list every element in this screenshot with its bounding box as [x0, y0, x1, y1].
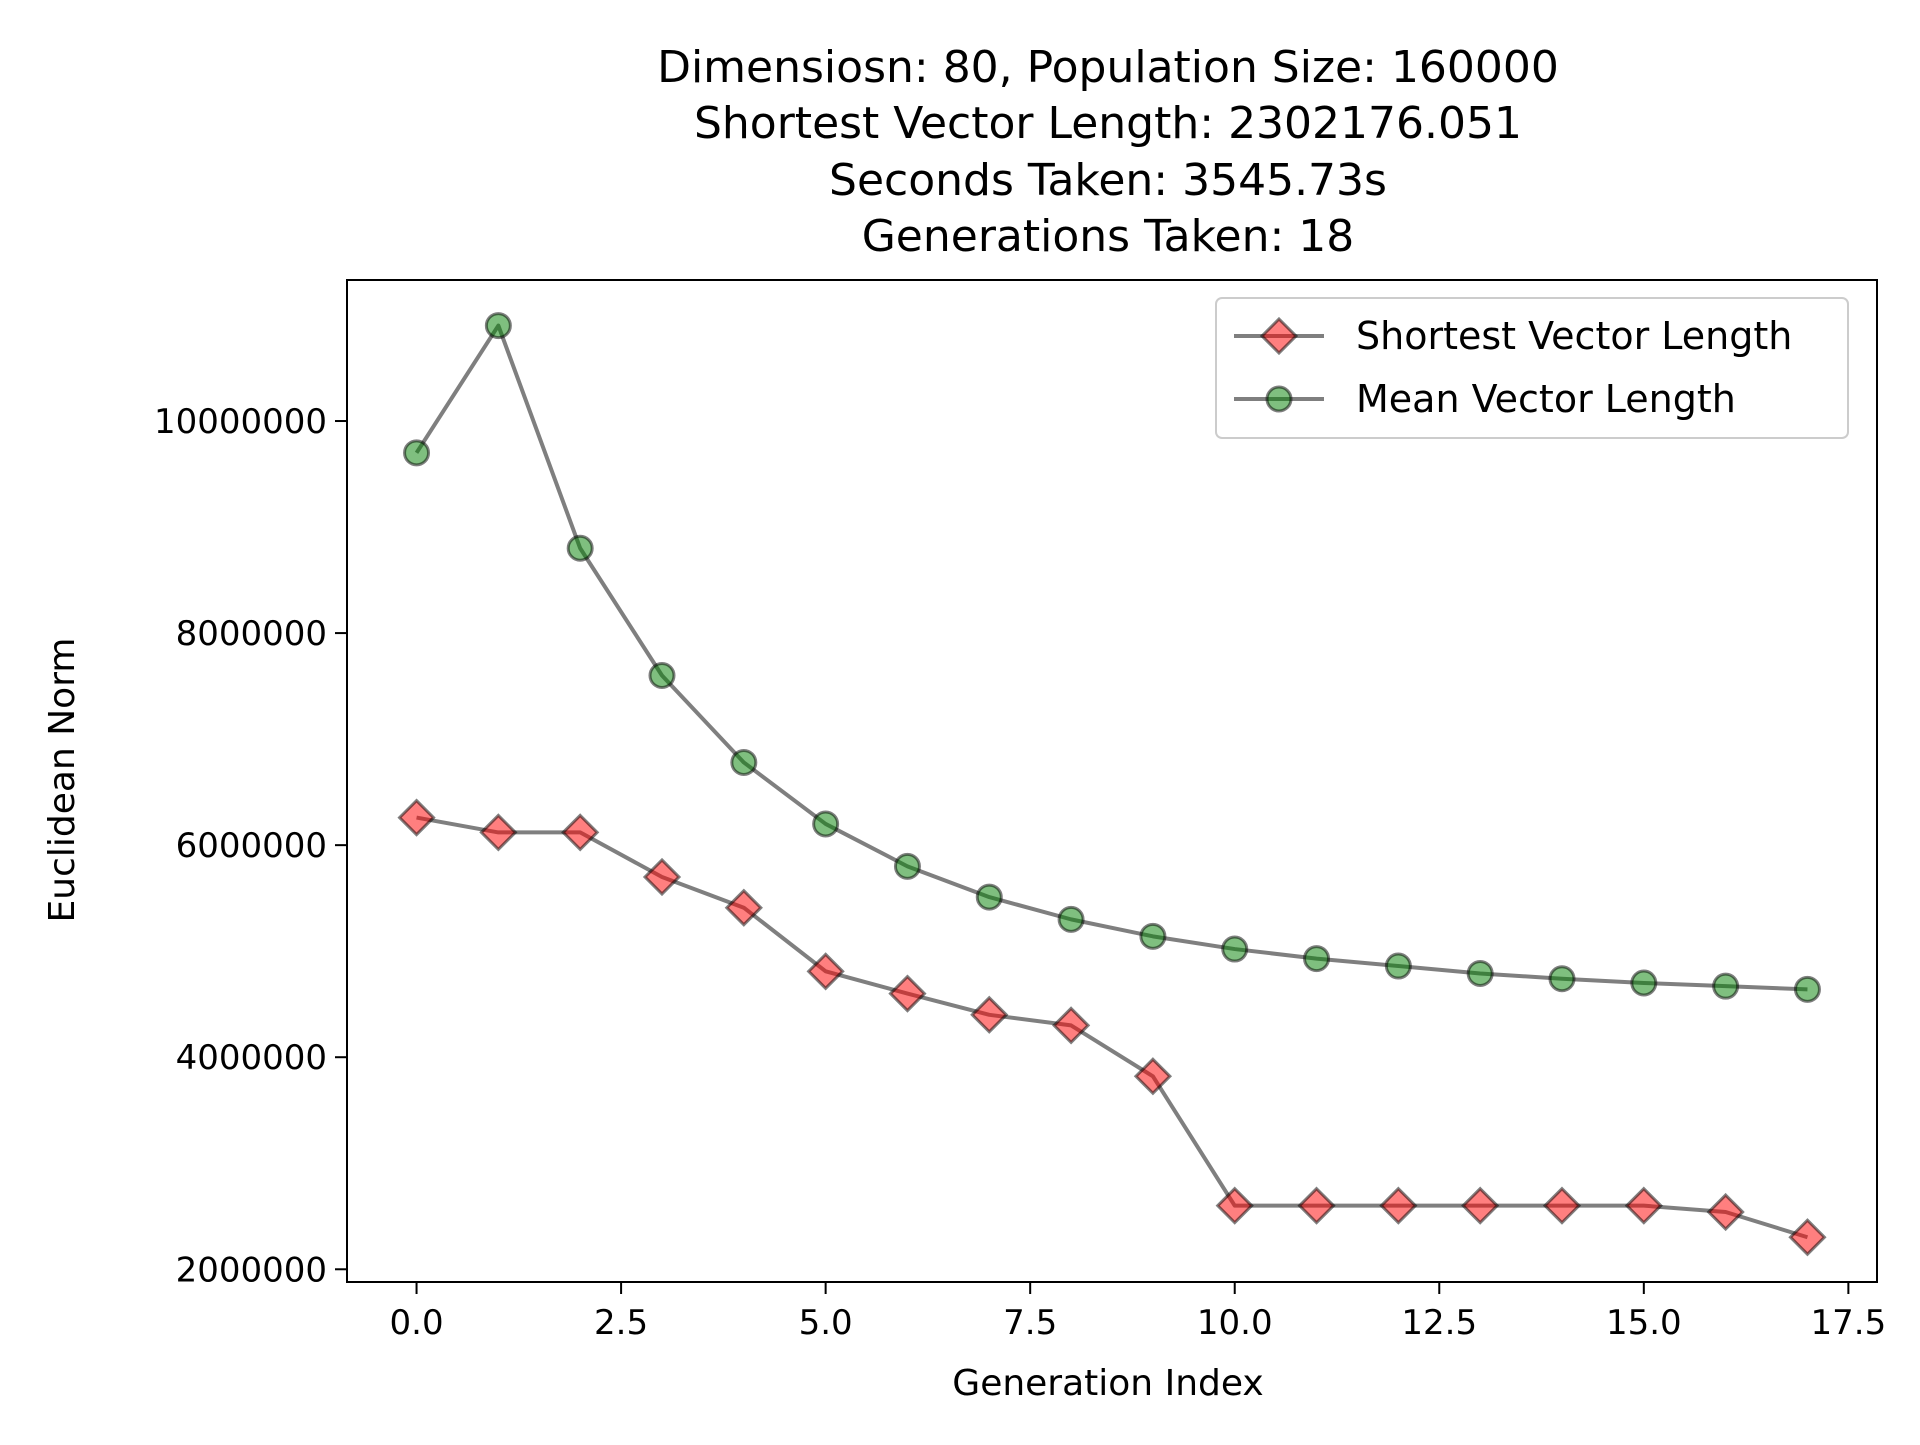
data-point-mean-vector-length	[403, 439, 431, 467]
data-point-shortest-vector-length	[888, 974, 927, 1013]
data-point-mean-vector-length	[1548, 965, 1576, 993]
series-layer	[397, 312, 1827, 1257]
data-point-shortest-vector-length	[1624, 1186, 1663, 1225]
data-point-shortest-vector-length	[561, 813, 600, 852]
data-point-shortest-vector-length	[1215, 1186, 1254, 1225]
data-point-shortest-vector-length	[1706, 1192, 1745, 1232]
data-point-shortest-vector-length	[1788, 1218, 1827, 1257]
y-tick-label: 2000000	[176, 1250, 327, 1290]
data-point-shortest-vector-length	[397, 798, 436, 837]
x-tick-label: 15.0	[1606, 1303, 1682, 1343]
data-point-mean-vector-length	[1384, 952, 1412, 980]
x-tick-label: 7.5	[1003, 1303, 1057, 1343]
data-point-mean-vector-length	[1221, 935, 1249, 963]
data-point-mean-vector-length	[1793, 975, 1821, 1003]
series-shortest-vector-length	[397, 798, 1827, 1257]
legend-marker	[1265, 385, 1293, 413]
data-point-mean-vector-length	[1139, 922, 1167, 950]
series-mean-vector-length	[403, 312, 1821, 1003]
x-axis-label: Generation Index	[952, 1363, 1263, 1404]
legend-entry-shortest-vector-length: Shortest Vector Length	[1234, 314, 1792, 358]
plot-area-frame	[346, 279, 1878, 1283]
y-tick-label: 10000000	[154, 402, 327, 442]
data-point-shortest-vector-length	[1379, 1186, 1418, 1225]
legend-label: Mean Vector Length	[1356, 377, 1736, 421]
title-line-1: Dimensiosn: 80, Population Size: 160000	[657, 42, 1559, 93]
data-point-mean-vector-length	[1466, 959, 1494, 987]
y-axis-label: Euclidean Norm	[42, 638, 83, 923]
data-point-shortest-vector-length	[724, 888, 763, 927]
series-line-mean-vector-length	[414, 323, 1808, 992]
data-point-mean-vector-length	[730, 748, 758, 776]
y-tick-label: 6000000	[176, 826, 327, 866]
x-tick-label: 0.0	[390, 1303, 444, 1343]
legend-entry-mean-vector-length: Mean Vector Length	[1234, 377, 1736, 421]
x-tick-label: 2.5	[594, 1303, 648, 1343]
y-tick-label: 8000000	[176, 614, 327, 654]
x-tick-label: 12.5	[1401, 1303, 1477, 1343]
data-point-mean-vector-length	[1057, 905, 1085, 933]
y-axis-ticks: 2000000 4000000 6000000 8000000 10000000	[154, 402, 347, 1290]
data-point-mean-vector-length	[1630, 969, 1658, 997]
data-point-shortest-vector-length	[1051, 1006, 1091, 1045]
data-point-mean-vector-length	[648, 661, 676, 689]
data-point-shortest-vector-length	[1133, 1057, 1173, 1096]
data-point-shortest-vector-length	[479, 813, 518, 852]
legend: Shortest Vector Length Mean Vector Length	[1215, 297, 1849, 439]
x-tick-label: 5.0	[799, 1303, 853, 1343]
data-point-shortest-vector-length	[1542, 1186, 1582, 1225]
legend-marker	[1259, 316, 1299, 356]
title-line-3: Seconds Taken: 3545.73s	[829, 155, 1387, 206]
data-point-shortest-vector-length	[806, 952, 845, 991]
data-point-mean-vector-length	[975, 883, 1003, 911]
y-tick-label: 4000000	[176, 1038, 327, 1078]
chart-title: Dimensiosn: 80, Population Size: 160000 …	[657, 42, 1559, 262]
legend-box	[1215, 297, 1849, 439]
title-line-4: Generations Taken: 18	[862, 211, 1355, 262]
legend-label: Shortest Vector Length	[1356, 314, 1792, 358]
data-point-shortest-vector-length	[1297, 1186, 1336, 1225]
x-tick-label: 17.5	[1811, 1303, 1887, 1343]
data-point-mean-vector-length	[484, 312, 512, 340]
data-point-mean-vector-length	[1303, 945, 1331, 973]
x-tick-label: 10.0	[1197, 1303, 1273, 1343]
data-point-mean-vector-length	[566, 534, 594, 562]
data-point-mean-vector-length	[893, 852, 921, 880]
data-point-mean-vector-length	[812, 810, 840, 838]
data-point-shortest-vector-length	[1461, 1186, 1500, 1225]
x-axis-ticks: 0.0 2.5 5.0 7.5 10.0 12.5 15.0 17.5	[390, 1282, 1887, 1343]
data-point-mean-vector-length	[1712, 972, 1740, 1000]
title-line-2: Shortest Vector Length: 2302176.051	[694, 98, 1522, 149]
data-point-shortest-vector-length	[970, 995, 1009, 1034]
data-point-shortest-vector-length	[642, 857, 682, 897]
